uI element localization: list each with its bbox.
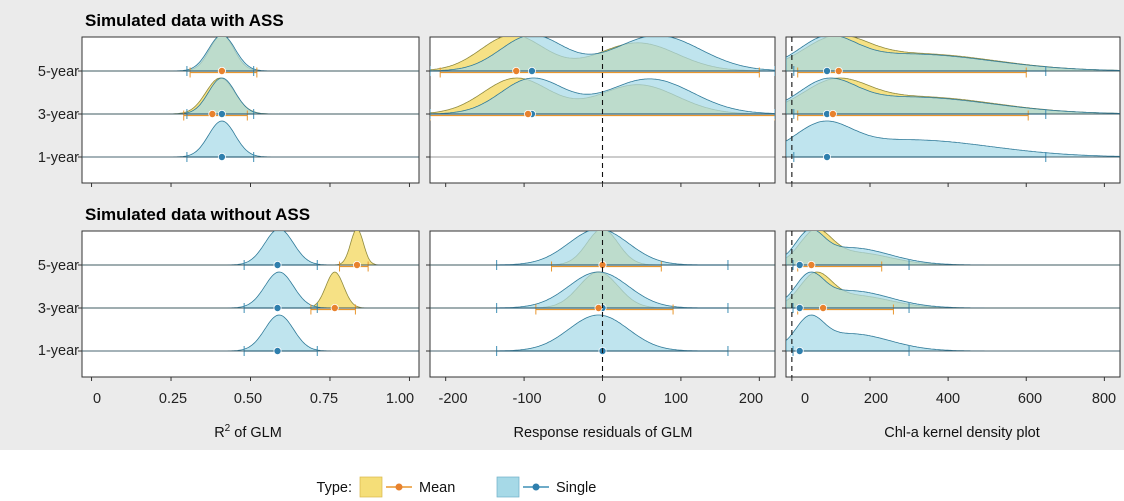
x-tick-label: 0 [93, 391, 101, 407]
point-mean-3-year [828, 110, 837, 119]
x-tick-label: -100 [512, 391, 541, 407]
x-axis-title-r2-main: R [214, 425, 224, 441]
point-mean-5-year [353, 260, 362, 269]
row-label-bottom-3-year: 3-year [38, 301, 79, 317]
point-single-5-year [527, 67, 536, 76]
panel-plot-area [82, 37, 419, 162]
point-single-3-year [217, 110, 226, 119]
x-tick-label: 0.75 [310, 391, 338, 407]
point-mean-3-year [819, 303, 828, 312]
point-single-5-year [823, 67, 832, 76]
x-axis-title-r2-rest: of GLM [230, 425, 282, 441]
point-single-5-year [795, 260, 804, 269]
density-single-5-year [786, 37, 1120, 72]
x-tick-label: 800 [1092, 391, 1116, 407]
section-title-with-ass: Simulated data with ASS [85, 11, 284, 30]
legend-label-single: Single [556, 480, 596, 496]
x-tick-label: 600 [1018, 391, 1042, 407]
x-tick-label: 100 [664, 391, 688, 407]
point-mean-5-year [512, 67, 521, 76]
point-single-3-year [795, 303, 804, 312]
point-single-5-year [273, 260, 282, 269]
point-mean-5-year [807, 260, 816, 269]
x-tick-labels-residuals: -200 -100 0 100 200 [438, 391, 763, 407]
point-mean-5-year [217, 67, 226, 76]
x-axis-title-r2: R2 of GLM [214, 423, 282, 441]
x-tick-label: 0 [801, 391, 809, 407]
x-tick-labels-chla: 0 200 400 600 800 [801, 391, 1116, 407]
x-tick-label: -200 [438, 391, 467, 407]
panel-plot-area [786, 231, 1120, 377]
x-tick-label: 200 [739, 391, 763, 407]
x-tick-label: 0 [598, 391, 606, 407]
point-mean-3-year [594, 303, 603, 312]
point-mean-3-year [208, 110, 217, 119]
legend-point-mean [395, 483, 403, 491]
panel-plot-area [82, 231, 419, 356]
legend-swatch-mean [359, 476, 383, 498]
density-single-1-year [786, 120, 1120, 158]
x-tick-label: 400 [936, 391, 960, 407]
panel-with-ass-chla [782, 36, 1121, 187]
panel-without-ass-residuals [426, 230, 776, 381]
panel-with-ass-r2 [78, 36, 420, 187]
legend-swatch-single [496, 476, 520, 498]
row-label-bottom-5-year: 5-year [38, 258, 79, 274]
row-label-top-3-year: 3-year [38, 107, 79, 123]
point-single-1-year [795, 346, 804, 355]
legend: Type: Mean Single [317, 476, 596, 498]
legend-title: Type: [317, 480, 352, 496]
x-axis-title-r2-superscript: 2 [225, 423, 231, 434]
point-single-1-year [823, 152, 832, 161]
point-mean-5-year [834, 67, 843, 76]
legend-point-single [532, 483, 540, 491]
panel-plot-area [786, 37, 1120, 183]
x-tick-labels-r2: 0 0.25 0.50 0.75 1.00 [93, 391, 414, 407]
panel-without-ass-chla [782, 230, 1121, 381]
x-axis-title-residuals: Response residuals of GLM [514, 425, 693, 441]
panel-without-ass-r2 [78, 230, 420, 381]
row-label-bottom-1-year: 1-year [38, 343, 79, 359]
row-label-top-5-year: 5-year [38, 64, 79, 80]
panel-with-ass-residuals [426, 36, 776, 187]
legend-label-mean: Mean [419, 480, 455, 496]
point-mean-3-year [330, 303, 339, 312]
density-single-3-year [786, 77, 1120, 115]
panel-plot-area [430, 37, 775, 183]
x-tick-label: 0.50 [234, 391, 262, 407]
point-single-3-year [273, 303, 282, 312]
density-single-5-year [430, 37, 775, 72]
x-tick-label: 200 [864, 391, 888, 407]
row-label-top-1-year: 1-year [38, 150, 79, 166]
x-tick-label: 0.25 [159, 391, 187, 407]
x-axis-title-chla: Chl-a kernel density plot [884, 425, 1040, 441]
point-single-1-year [273, 346, 282, 355]
point-mean-3-year [524, 110, 533, 119]
point-single-1-year [217, 152, 226, 161]
panel-plot-area [430, 231, 775, 377]
section-title-without-ass: Simulated data without ASS [85, 205, 310, 224]
x-tick-label: 1.00 [386, 391, 414, 407]
